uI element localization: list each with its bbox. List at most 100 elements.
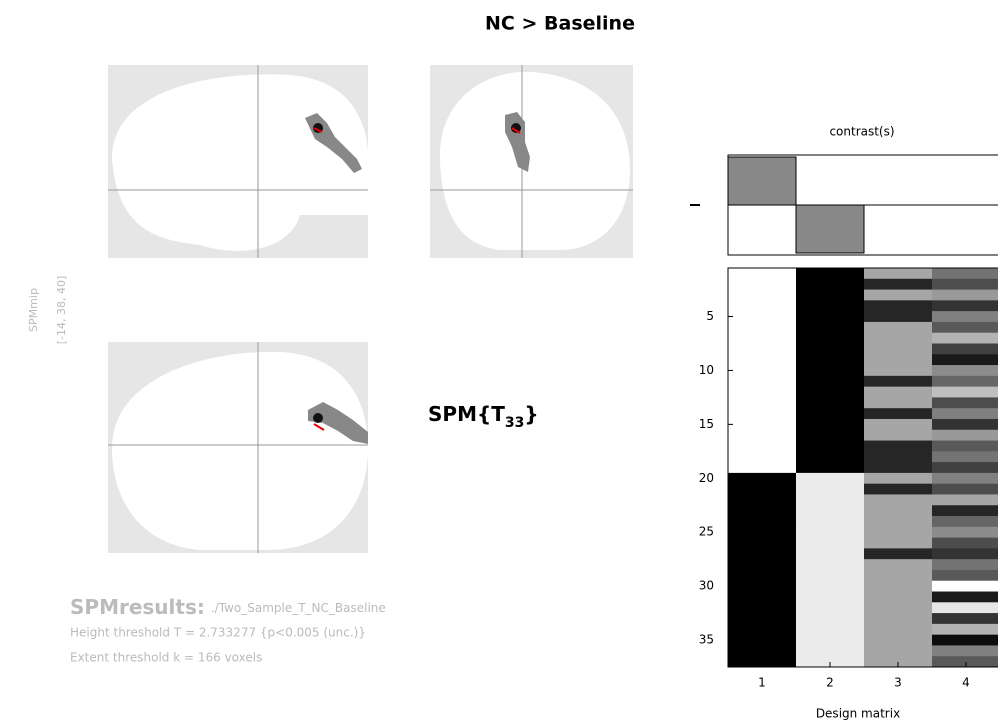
results-path: ./Two_Sample_T_NC_Baseline	[211, 601, 386, 615]
design-cell	[728, 365, 797, 376]
design-cell	[796, 365, 865, 376]
design-cell	[932, 538, 998, 549]
design-cell	[796, 559, 865, 570]
design-cell	[728, 343, 797, 354]
design-cell	[728, 451, 797, 462]
design-cell	[728, 387, 797, 398]
design-cell	[864, 376, 933, 387]
design-cell	[796, 279, 865, 290]
spm-window: NC > Baseline SPMmip [-14, 38, 40] SPM{T…	[0, 0, 998, 727]
design-cell	[864, 343, 933, 354]
design-cell	[932, 408, 998, 419]
design-cell	[864, 441, 933, 452]
design-cell	[932, 645, 998, 656]
design-cell	[796, 311, 865, 322]
design-cell	[728, 505, 797, 516]
design-cell	[796, 570, 865, 581]
design-cell	[932, 462, 998, 473]
design-cell	[864, 333, 933, 344]
design-cell	[864, 527, 933, 538]
height-threshold: Height threshold T = 2.733277 {p<0.005 (…	[70, 626, 366, 640]
design-cell	[932, 473, 998, 484]
design-cell	[932, 505, 998, 516]
design-cell	[796, 408, 865, 419]
design-cell	[864, 473, 933, 484]
design-cell	[864, 613, 933, 624]
design-cell	[932, 419, 998, 430]
design-cell	[932, 290, 998, 301]
design-cell	[864, 602, 933, 613]
design-cell	[796, 592, 865, 603]
design-matrix-label: Design matrix	[816, 707, 900, 721]
design-cell	[932, 387, 998, 398]
design-cell	[728, 333, 797, 344]
design-cell	[728, 300, 797, 311]
stat-df: 33	[505, 415, 524, 431]
design-cell	[932, 548, 998, 559]
design-cell	[864, 570, 933, 581]
design-cell	[864, 538, 933, 549]
design-cell	[796, 624, 865, 635]
design-cell	[864, 581, 933, 592]
design-cell	[796, 290, 865, 301]
y-tick-label: 35	[699, 633, 714, 647]
design-cell	[796, 527, 865, 538]
design-cell	[796, 494, 865, 505]
x-tick-label: 1	[758, 676, 766, 690]
design-cell	[728, 645, 797, 656]
design-cell	[864, 462, 933, 473]
design-cell	[728, 473, 797, 484]
statistic: SPM{T33}	[428, 402, 539, 432]
design-cell	[796, 613, 865, 624]
design-cell	[728, 592, 797, 603]
stat-prefix: SPM{T	[428, 402, 505, 426]
design-cell	[864, 484, 933, 495]
design-cell	[932, 279, 998, 290]
design-cell	[728, 279, 797, 290]
design-cell	[728, 624, 797, 635]
design-cell	[796, 419, 865, 430]
design-cell	[796, 322, 865, 333]
design-cell	[932, 559, 998, 570]
design-cell	[864, 516, 933, 527]
design-cell	[932, 376, 998, 387]
design-cell	[796, 387, 865, 398]
x-tick-label: 3	[894, 676, 902, 690]
mip-label: SPMmip	[27, 288, 40, 332]
x-tick-label: 2	[826, 676, 834, 690]
stat-suffix: }	[524, 402, 538, 426]
design-cell	[864, 354, 933, 365]
design-cell	[728, 602, 797, 613]
design-cell	[864, 419, 933, 430]
design-cell	[864, 290, 933, 301]
design-cell	[728, 311, 797, 322]
design-cell	[864, 505, 933, 516]
design-cell	[728, 462, 797, 473]
design-cell	[728, 322, 797, 333]
design-cell	[932, 268, 998, 279]
design-cell	[728, 516, 797, 527]
design-cell	[864, 624, 933, 635]
design-cell	[932, 624, 998, 635]
design-cell	[864, 365, 933, 376]
contrast-bar	[796, 205, 864, 253]
design-cell	[796, 268, 865, 279]
design-cell	[932, 494, 998, 505]
design-cell	[864, 387, 933, 398]
y-tick-label: 30	[699, 579, 714, 593]
design-cell	[932, 656, 998, 667]
design-cell	[728, 430, 797, 441]
design-cell	[796, 343, 865, 354]
design-cell	[864, 645, 933, 656]
design-cell	[932, 613, 998, 624]
design-cell	[728, 538, 797, 549]
design-cell	[864, 300, 933, 311]
design-cell	[796, 397, 865, 408]
design-cell	[796, 516, 865, 527]
design-cell	[796, 473, 865, 484]
x-tick-label: 4	[962, 676, 970, 690]
design-cell	[932, 397, 998, 408]
design-cell	[728, 484, 797, 495]
design-cell	[864, 279, 933, 290]
design-cell	[796, 548, 865, 559]
